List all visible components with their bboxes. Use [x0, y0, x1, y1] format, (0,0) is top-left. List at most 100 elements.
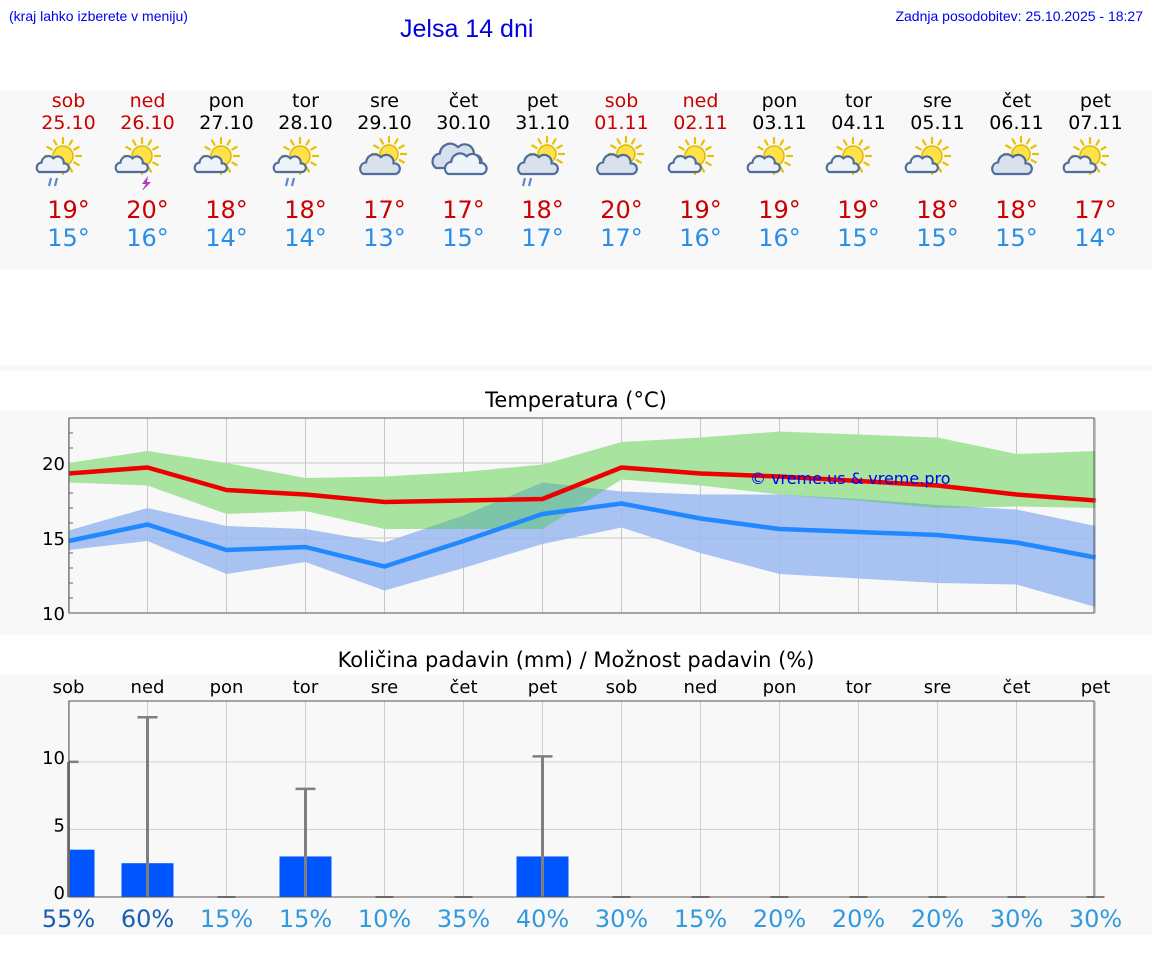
x-tick-label: čet	[1002, 677, 1030, 698]
forecast-day: čet 30.10 17° 15°	[424, 90, 503, 252]
temp-max: 18°	[916, 196, 959, 224]
max-temp-line	[68, 465, 1096, 505]
precip-probability: 30%	[595, 905, 648, 933]
y-tick-label: 20	[42, 454, 65, 475]
temp-max: 17°	[442, 196, 485, 224]
x-tick-label: tor	[846, 677, 872, 698]
temp-min: 17°	[521, 224, 564, 252]
x-tick-label: pet	[528, 677, 558, 698]
day-date: 25.10	[41, 112, 96, 134]
day-name: sre	[923, 90, 952, 112]
partly-sunny-thunder-icon	[114, 136, 162, 192]
temp-min: 16°	[679, 224, 722, 252]
temp-min: 14°	[1074, 224, 1117, 252]
x-tick-label: pon	[763, 677, 797, 698]
day-date: 01.11	[594, 112, 649, 134]
temp-max: 19°	[679, 196, 722, 224]
forecast-day: pon 03.11 19° 16°	[740, 90, 819, 252]
forecast-day: tor 28.10 18° 14°	[266, 90, 345, 252]
plot-frame	[68, 700, 1095, 898]
precip-probability: 35%	[437, 905, 490, 933]
x-tick-label: čet	[449, 677, 477, 698]
precip-probability: 60%	[121, 905, 174, 933]
partly-cloudy-icon	[596, 135, 645, 176]
temp-max: 19°	[47, 196, 90, 224]
temperature-chart: 10 15 20 © vreme.us & vreme.pro	[42, 417, 1096, 625]
temp-min: 17°	[600, 224, 643, 252]
max-temp-range-band	[68, 431, 1096, 529]
plot-frame	[68, 417, 1095, 614]
precip-probability: 55%	[42, 905, 95, 933]
temp-min: 15°	[916, 224, 959, 252]
temp-min: 16°	[758, 224, 801, 252]
plot-area	[69, 701, 1094, 897]
location-hint: (kraj lahko izberete v meniju)	[9, 8, 188, 24]
day-name: ned	[129, 90, 166, 112]
temp-max: 17°	[1074, 196, 1117, 224]
forecast-days: sob 25.10 19° 15° ned 26.10 20° 16° pon 27.10 18° 1…	[0, 90, 1152, 270]
separator-band	[0, 365, 1152, 371]
day-name: pet	[526, 90, 559, 112]
partly-sunny-icon	[1062, 136, 1110, 176]
day-date: 02.11	[673, 112, 728, 134]
forecast-day: sre 05.11 18° 15°	[898, 90, 977, 252]
temp-min: 15°	[837, 224, 880, 252]
precip-probability: 10%	[358, 905, 411, 933]
precip-probability: 15%	[674, 905, 727, 933]
forecast-day: sob 01.11 20° 17°	[582, 90, 661, 252]
precip-chart-title: Količina padavin (mm) / Možnost padavin …	[337, 648, 815, 672]
day-date: 04.11	[831, 112, 886, 134]
partly-cloudy-icon	[359, 135, 408, 176]
partly-sunny-icon	[904, 136, 952, 176]
temp-min: 13°	[363, 224, 406, 252]
partly-sunny-icon	[193, 136, 241, 176]
day-name: pon	[761, 90, 798, 112]
temperature-chart-title: Temperatura (°C)	[485, 388, 667, 412]
precip-probability: 40%	[516, 905, 569, 933]
partly-sunny-icon	[667, 136, 715, 176]
precipitation-chart: sob ned pon tor sre čet pet sob ned pon tor sre čet p…	[42, 677, 1122, 933]
temp-max: 20°	[126, 196, 169, 224]
temp-max: 18°	[521, 196, 564, 224]
temp-min: 16°	[126, 224, 169, 252]
day-date: 27.10	[199, 112, 254, 134]
temp-max: 17°	[363, 196, 406, 224]
partly-cloudy-icon	[991, 135, 1040, 176]
temp-max: 18°	[995, 196, 1038, 224]
precip-probability: 20%	[753, 905, 806, 933]
day-name: tor	[845, 90, 872, 112]
forecast-day: pet 31.10 18° 17°	[503, 90, 582, 252]
page-title: Jelsa 14 dni	[400, 15, 534, 43]
day-date: 03.11	[752, 112, 807, 134]
forecast-day: čet 06.11 18° 15°	[977, 90, 1056, 252]
forecast-day: pon 27.10 18° 14°	[187, 90, 266, 252]
x-tick-label: sob	[53, 677, 85, 698]
precip-probability: 15%	[279, 905, 332, 933]
temp-min: 14°	[205, 224, 248, 252]
temp-min: 15°	[442, 224, 485, 252]
day-name: ned	[682, 90, 719, 112]
y-tick-label: 10	[42, 748, 65, 769]
day-date: 29.10	[357, 112, 412, 134]
x-tick-label: sob	[606, 677, 638, 698]
temp-max: 19°	[758, 196, 801, 224]
y-tick-label: 15	[42, 529, 65, 550]
forecast-strip-background	[0, 90, 1152, 270]
forecast-day: tor 04.11 19° 15°	[819, 90, 898, 252]
precip-probability: 30%	[1069, 905, 1122, 933]
x-tick-label: tor	[293, 677, 319, 698]
last-updated: Zadnja posodobitev: 25.10.2025 - 18:27	[895, 8, 1143, 24]
x-tick-label: sre	[371, 677, 398, 698]
day-name: čet	[1001, 90, 1032, 112]
temp-max: 20°	[600, 196, 643, 224]
forecast-day: ned 26.10 20° 16°	[108, 90, 187, 252]
min-temp-line	[68, 501, 1096, 569]
y-tick-label: 10	[42, 604, 65, 625]
partly-sunny-rain-icon	[272, 136, 320, 187]
precip-probability: 20%	[911, 905, 964, 933]
day-name: pet	[1079, 90, 1112, 112]
day-date: 05.11	[910, 112, 965, 134]
partly-sunny-icon	[825, 136, 873, 176]
day-name: pon	[208, 90, 245, 112]
temp-max: 19°	[837, 196, 880, 224]
